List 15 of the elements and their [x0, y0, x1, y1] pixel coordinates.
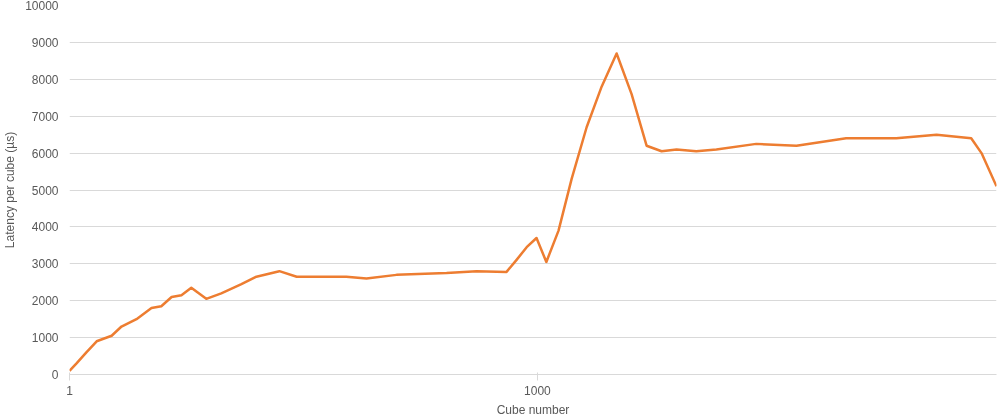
y-tick-label: 0: [51, 368, 59, 382]
y-tick-label: 8000: [31, 72, 59, 87]
y-tick-label: 6000: [31, 146, 59, 161]
y-tick-label: 7000: [31, 109, 59, 124]
y-tick-label: 10000: [25, 0, 59, 13]
line-series: [69, 52, 997, 373]
y-tick-label: 1000: [31, 331, 59, 346]
x-tick-label: 1: [66, 383, 74, 398]
y-tick-label: 2000: [31, 294, 59, 309]
y-tick-label: 9000: [31, 35, 59, 50]
y-axis-title: Latency per cube (µs): [3, 131, 18, 249]
y-tick-label: 4000: [31, 220, 59, 235]
y-tick-label: 5000: [31, 183, 59, 198]
y-tick-label: 3000: [31, 257, 59, 272]
x-axis-title: Cube number: [496, 402, 570, 417]
